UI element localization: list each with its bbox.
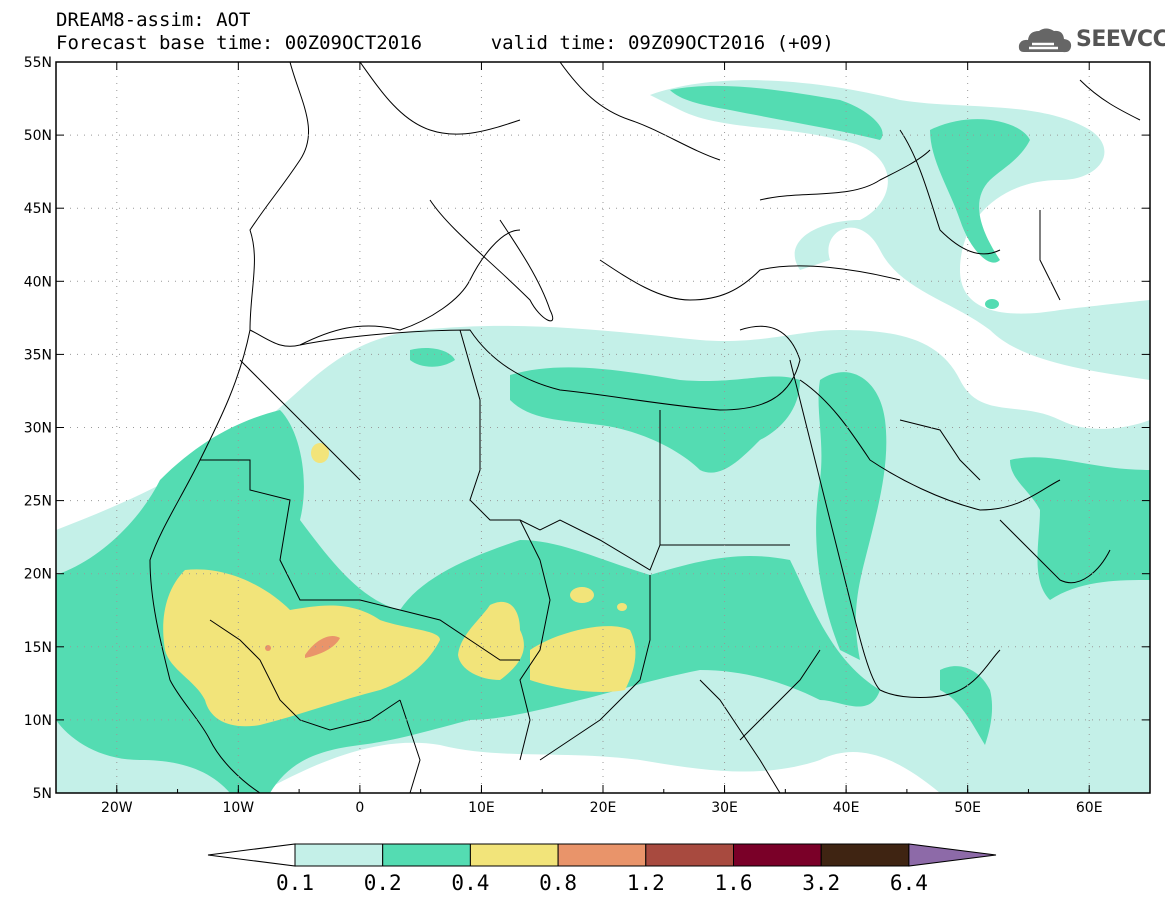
lat-tick-label: 55N — [24, 55, 52, 71]
lat-tick-label: 10N — [24, 713, 52, 729]
lon-tick-label: 30E — [711, 800, 738, 816]
lon-tick-label: 20E — [590, 800, 617, 816]
colorbar-swatch — [469, 843, 559, 867]
lat-tick-label: 25N — [24, 494, 52, 510]
colorbar-label: 0.1 — [276, 871, 314, 895]
colorbar — [207, 843, 997, 867]
base-time: Forecast base time: 00Z09OCT2016 — [56, 32, 423, 54]
colorbar-label: 0.4 — [451, 871, 490, 895]
time-line: Forecast base time: 00Z09OCT2016 valid t… — [56, 33, 834, 53]
colorbar-swatch — [733, 843, 822, 867]
coastlines — [149, 62, 1141, 793]
lon-tick-label: 40E — [833, 800, 860, 816]
colorbar-swatch — [294, 843, 384, 867]
seevccc-logo: SEEVCCC — [1018, 24, 1165, 58]
lat-tick-label: 5N — [33, 786, 52, 802]
colorbar-arrow-high — [908, 843, 997, 867]
map-grid — [56, 62, 1150, 793]
lon-tick-label: 60E — [1076, 800, 1103, 816]
colorbar-label: 1.6 — [714, 871, 753, 895]
lon-tick-label: 20W — [101, 800, 133, 816]
colorbar-label: 0.8 — [539, 871, 578, 895]
lon-tick-label: 0 — [355, 800, 364, 816]
colorbar-swatch — [382, 843, 471, 867]
colorbar-arrow-low — [207, 843, 296, 867]
lat-tick-label: 30N — [24, 421, 52, 437]
lat-tick-label: 35N — [24, 347, 52, 363]
lon-tick-label: 10E — [468, 800, 495, 816]
lat-tick-label: 45N — [24, 201, 52, 217]
colorbar-swatch — [820, 843, 910, 867]
colorbar-label: 3.2 — [802, 871, 841, 895]
colorbar-label: 1.2 — [626, 871, 665, 895]
aot-contours — [56, 62, 1150, 793]
lat-tick-label: 15N — [24, 640, 52, 656]
lat-tick-label: 20N — [24, 567, 52, 583]
axis-tick-labels: 55N 50N 45N 40N 35N 30N 25N 20N 15N 10N 5N 20W 10W 0 1… — [24, 55, 1103, 816]
colorbar-swatch — [645, 843, 734, 867]
cloud-logo-icon — [1018, 28, 1072, 53]
axis-ticks — [55, 61, 1151, 794]
colorbar-swatch — [557, 843, 647, 867]
lon-tick-label: 50E — [954, 800, 981, 816]
lat-tick-label: 50N — [24, 128, 52, 144]
colorbar-label: 0.2 — [363, 871, 402, 895]
lat-tick-label: 40N — [24, 274, 52, 290]
colorbar-label: 6.4 — [889, 871, 928, 895]
logo-text: SEEVCCC — [1076, 27, 1165, 52]
valid-time: valid time: 09Z09OCT2016 (+09) — [490, 32, 834, 54]
model-title: DREAM8-assim: AOT — [56, 9, 251, 31]
lon-tick-label: 10W — [222, 800, 254, 816]
